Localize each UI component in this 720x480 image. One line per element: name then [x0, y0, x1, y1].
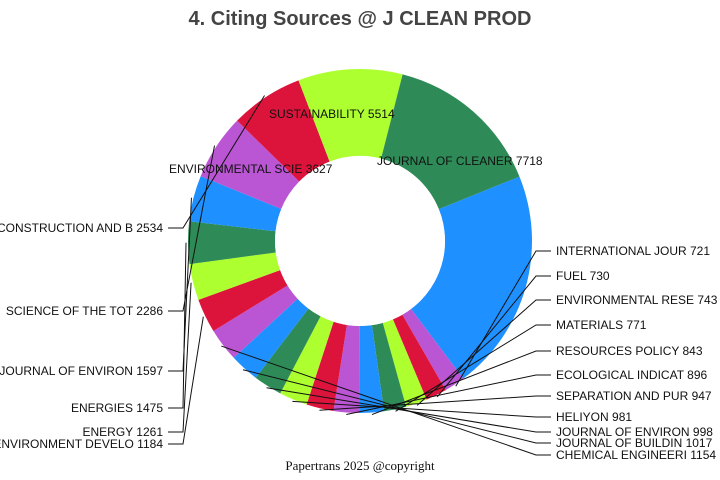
leader-line-9: [266, 387, 551, 433]
leader-line-11: [221, 345, 551, 456]
slice-fuel-2: [392, 314, 446, 400]
slice-energy-13: [189, 252, 281, 300]
slice-ecological-indicat-6: [333, 324, 360, 413]
leader-line-16: [168, 145, 216, 312]
donut-hole: [275, 156, 445, 326]
slice-label-5: RESOURCES POLICY 843: [556, 344, 703, 358]
slice-label-4: MATERIALS 771: [556, 318, 647, 332]
slices-layer: [188, 69, 533, 414]
slice-sustainability-19: [381, 74, 520, 210]
slice-resources-policy-5: [359, 325, 385, 414]
slice-international-jour-1: [402, 308, 464, 391]
leader-line-8: [292, 400, 551, 418]
slice-label-8: HELIYON 981: [556, 410, 632, 424]
leader-line-15: [168, 197, 192, 372]
slice-label-13: ENERGY 1261: [83, 425, 164, 439]
leader-line-4: [395, 324, 551, 412]
slice-label-2: FUEL 730: [556, 269, 610, 283]
leader-line-14: [168, 242, 187, 409]
slice-label-19: SUSTAINABILITY 5514: [269, 107, 395, 121]
slice-journal-of-buildin-10: [233, 298, 309, 378]
slice-label-1: INTERNATIONAL JOUR 721: [556, 244, 710, 258]
labels-layer: JOURNAL OF CLEANER 7718 INTERNATIONAL JOU…: [0, 107, 718, 462]
slice-materials-4: [371, 322, 407, 412]
slice-energies-14: [188, 221, 276, 265]
copyright-footer: Papertrans 2025 @copyright: [285, 458, 435, 473]
slice-journal-of-environ-15: [189, 176, 282, 232]
chart-title: 4. Citing Sources @ J CLEAN PROD: [189, 8, 532, 30]
slice-journal-of-cleaner-0: [411, 176, 533, 379]
slice-label-14: ENERGIES 1475: [71, 401, 163, 415]
slice-label-3: ENVIRONMENTAL RESE 743: [556, 293, 718, 307]
leader-line-12: [168, 316, 204, 445]
slice-environmental-scie-18: [298, 69, 403, 162]
slice-label-0: JOURNAL OF CLEANER 7718: [377, 154, 543, 168]
leader-lines-layer: [168, 95, 551, 456]
leader-line-2: [436, 275, 551, 398]
slice-label-18: ENVIRONMENTAL SCIE 3627: [169, 162, 333, 176]
slice-environment-develo-12: [198, 270, 288, 331]
slice-construction-and-b-17: [237, 80, 330, 182]
leader-line-6: [346, 374, 551, 415]
slice-journal-of-environ-9: [255, 308, 321, 394]
slice-label-12: ENVIRONMENT DEVELO 1184: [0, 437, 163, 451]
slice-label-17: CONSTRUCTION AND B 2534: [0, 221, 163, 235]
slice-label-9: JOURNAL OF ENVIRON 998: [556, 425, 713, 439]
slice-label-11: CHEMICAL ENGINEERI 1154: [556, 448, 716, 462]
slice-label-7: SEPARATION AND PUR 947: [556, 389, 712, 403]
slice-environmental-rese-3: [382, 319, 427, 407]
leader-line-5: [371, 350, 551, 416]
leader-line-10: [242, 369, 551, 444]
slice-label-15: JOURNAL OF ENVIRON 1597: [0, 364, 163, 378]
slice-label-10: JOURNAL OF BUILDIN 1017: [556, 436, 713, 450]
leader-line-3: [416, 299, 551, 406]
leader-line-17: [168, 95, 265, 229]
slice-label-6: ECOLOGICAL INDICAT 896: [556, 368, 707, 382]
slice-label-16: SCIENCE OF THE TOT 2286: [6, 304, 163, 318]
leader-line-13: [168, 282, 192, 433]
slice-chemical-engineeri-11: [213, 285, 298, 358]
slice-science-of-the-tot-16: [200, 120, 300, 209]
